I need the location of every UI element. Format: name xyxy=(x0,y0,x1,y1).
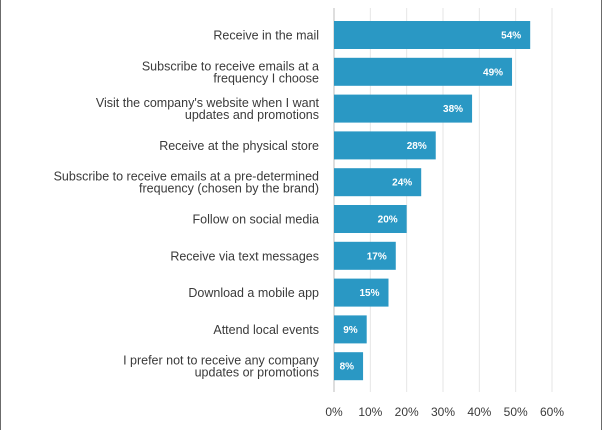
category-label: Receive in the mail xyxy=(213,29,319,43)
bar-value-label: 24% xyxy=(392,178,412,189)
bar xyxy=(334,352,364,381)
category-label: Subscribe to receive emails at a frequenc… xyxy=(142,59,319,85)
bar xyxy=(334,21,531,49)
bar xyxy=(334,94,473,123)
category-label: Receive via text messages xyxy=(170,249,319,263)
category-label-line: frequency (chosen by the brand) xyxy=(139,182,319,196)
category-label: I prefer not to receive any company updat… xyxy=(123,354,320,380)
bar xyxy=(334,241,396,270)
x-tick-label: 10% xyxy=(358,405,382,419)
category-label-line: Receive at the physical store xyxy=(159,139,319,153)
category-label-line: Download a mobile app xyxy=(188,286,319,300)
bar-value-label: 54% xyxy=(501,31,521,42)
category-label: Visit the company's website when I want u… xyxy=(96,96,320,122)
bar-value-label: 8% xyxy=(340,362,355,373)
category-label-line: Receive via text messages xyxy=(170,249,319,263)
x-tick-label: 50% xyxy=(504,405,528,419)
category-label-line: I prefer not to receive any company xyxy=(123,354,320,368)
bar xyxy=(334,205,407,233)
category-label-line: Subscribe to receive emails at a xyxy=(142,59,319,73)
category-label: Receive at the physical store xyxy=(159,139,319,153)
bar xyxy=(334,57,513,86)
category-label-line: Attend local events xyxy=(213,323,319,337)
bar xyxy=(334,278,389,307)
bar-value-label: 38% xyxy=(443,104,463,115)
bar-value-label: 20% xyxy=(378,215,398,226)
category-label-line: updates or promotions xyxy=(195,366,319,380)
category-label: Follow on social media xyxy=(193,213,319,227)
bar-value-label: 28% xyxy=(407,141,427,152)
category-label-line: Visit the company's website when I want xyxy=(96,96,320,110)
category-label-line: Subscribe to receive emails at a pre-det… xyxy=(54,170,319,184)
bar xyxy=(334,168,422,197)
category-label: Download a mobile app xyxy=(188,286,319,300)
x-tick-label: 40% xyxy=(467,405,491,419)
category-label-layer: Receive in the mail Subscribe to receive … xyxy=(54,29,320,380)
x-axis-tick-layer: 0% 10% 20% 30% 40% 50% 60% xyxy=(325,405,564,419)
x-tick-label: 30% xyxy=(431,405,455,419)
category-label-line: Receive in the mail xyxy=(213,29,319,43)
bar-value-label: 9% xyxy=(343,325,358,336)
bar-layer: 54% 49% 38% 28% 24% 20% 17% 15% 9% 8% xyxy=(334,21,531,381)
category-label: Attend local events xyxy=(213,323,319,337)
x-tick-label: 20% xyxy=(395,405,419,419)
category-label-line: Follow on social media xyxy=(193,213,319,227)
category-label-line: updates and promotions xyxy=(185,108,319,122)
bar-value-label: 49% xyxy=(483,67,503,78)
category-label-line: frequency I choose xyxy=(213,71,319,85)
x-tick-label: 60% xyxy=(540,405,564,419)
bar-value-label: 15% xyxy=(359,288,379,299)
bar xyxy=(334,315,367,344)
x-tick-label: 0% xyxy=(325,405,343,419)
bar-value-label: 17% xyxy=(367,251,387,262)
category-label: Subscribe to receive emails at a pre-det… xyxy=(54,170,319,196)
bar xyxy=(334,131,436,160)
